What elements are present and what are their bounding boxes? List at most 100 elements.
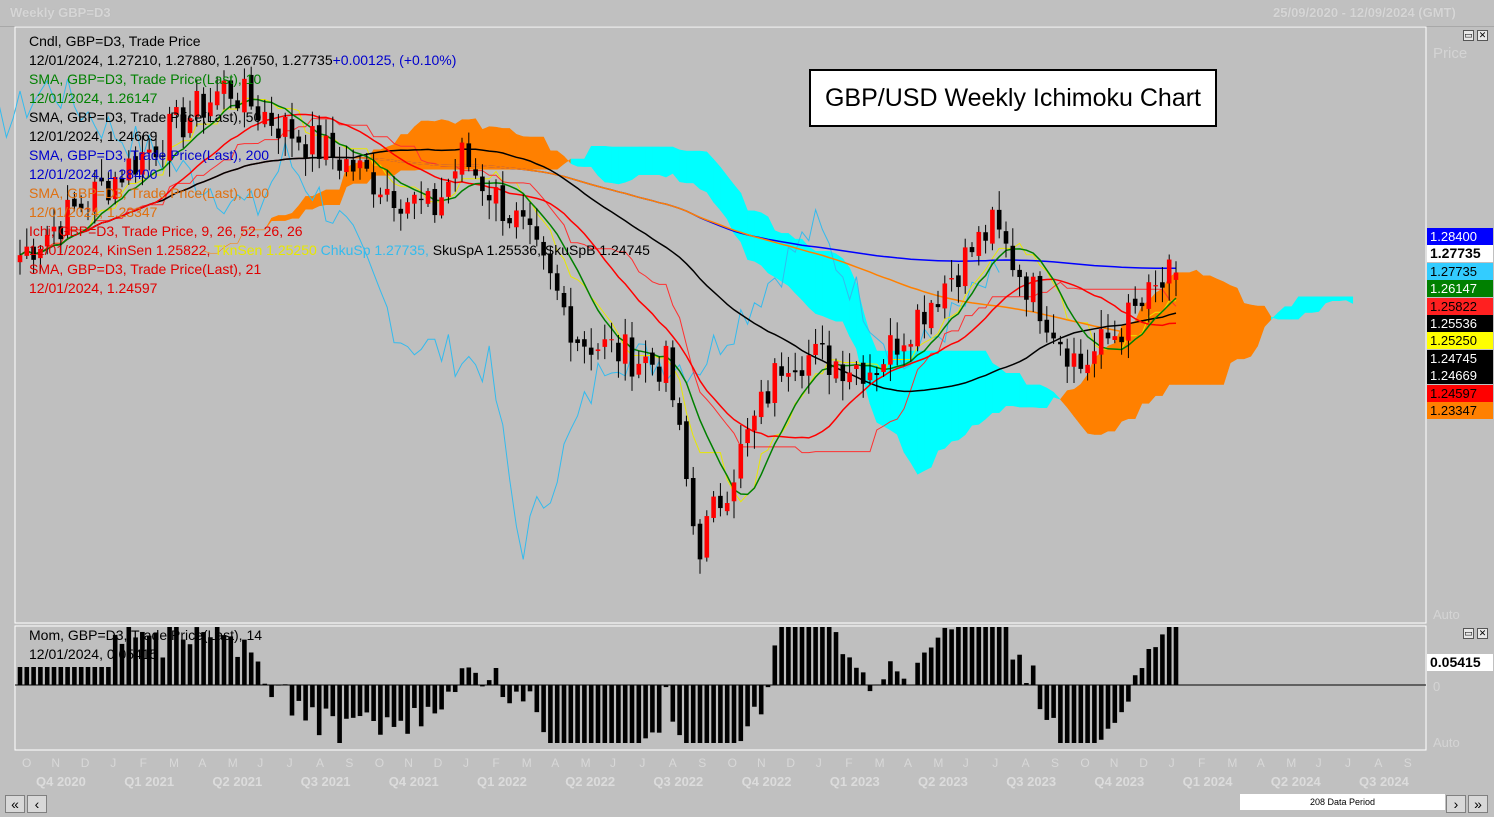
momentum-bar xyxy=(670,685,676,722)
cloud-segment xyxy=(985,349,993,420)
cloud-segment xyxy=(822,251,830,320)
cloud-segment xyxy=(1012,372,1020,408)
candle-body xyxy=(337,159,342,171)
candle-body xyxy=(473,169,478,176)
candle-body xyxy=(901,345,907,352)
candle-body xyxy=(670,347,676,401)
candle-body xyxy=(888,335,893,365)
momentum-bar xyxy=(452,685,458,693)
cloud-segment xyxy=(332,189,340,205)
month-tick: D xyxy=(786,756,796,770)
cloud-segment xyxy=(1039,384,1048,409)
prev-page-button[interactable]: ‹ xyxy=(27,795,47,813)
candle-body xyxy=(1085,364,1090,374)
candle-body xyxy=(575,339,580,343)
candle-body xyxy=(976,231,982,256)
momentum-bar xyxy=(704,685,710,743)
candle-body xyxy=(1119,336,1124,343)
momentum-bar xyxy=(541,685,546,733)
candle-body xyxy=(1153,285,1158,287)
candle-body xyxy=(452,171,458,179)
momentum-bar xyxy=(806,627,812,685)
momentum-bar xyxy=(153,632,159,685)
candle-body xyxy=(1173,272,1179,280)
candle-body xyxy=(962,247,968,287)
momentum-bar xyxy=(813,627,818,685)
month-tick: A xyxy=(1256,756,1265,770)
mom-scale-auto[interactable]: Auto xyxy=(1433,735,1460,750)
candle-body xyxy=(1132,298,1138,306)
first-page-button[interactable]: « xyxy=(5,795,25,813)
cloud-segment xyxy=(516,133,524,170)
momentum-bar xyxy=(520,685,526,702)
momentum-bar xyxy=(242,639,247,685)
momentum-bar xyxy=(1098,685,1104,740)
momentum-bar xyxy=(112,634,118,685)
momentum-bar xyxy=(1010,659,1016,685)
month-tick: J xyxy=(110,756,117,770)
momentum-histogram xyxy=(17,627,1179,743)
cloud-segment xyxy=(400,134,408,171)
month-tick: J xyxy=(815,756,822,770)
momentum-bar xyxy=(160,657,166,685)
quarter-tick: Q3 2022 xyxy=(653,774,704,789)
momentum-bar xyxy=(398,685,404,721)
candle-body xyxy=(289,119,295,139)
month-tick: O xyxy=(727,756,737,770)
momentum-bar xyxy=(758,685,764,715)
momentum-bar xyxy=(962,627,968,685)
quarter-tick: Q2 2024 xyxy=(1270,774,1321,789)
cloud-segment xyxy=(1304,296,1313,313)
next-page-button[interactable]: › xyxy=(1446,795,1466,813)
legend-sma200-label: SMA, GBP=D3, Trade Price(Last), 200 xyxy=(29,147,270,163)
cloud-segment xyxy=(1155,288,1163,396)
momentum-bar xyxy=(1051,685,1056,718)
momentum-bar xyxy=(364,685,370,713)
momentum-bar xyxy=(1160,634,1165,685)
legend-ichi-tenkan: TknSen 1.25250 xyxy=(214,242,317,258)
cloud-segment xyxy=(665,146,674,178)
candle-body xyxy=(656,366,662,382)
month-tick: M xyxy=(874,756,885,770)
candle-body xyxy=(1064,348,1070,367)
candle-body xyxy=(486,195,492,201)
momentum-bar xyxy=(820,627,825,685)
pane-close-icon[interactable]: ✕ xyxy=(1477,30,1488,41)
cloud-segment xyxy=(482,126,490,170)
price-scale-auto[interactable]: Auto xyxy=(1433,607,1460,622)
candle-body xyxy=(466,143,472,168)
cloud-segment xyxy=(978,350,986,425)
month-tick: F xyxy=(139,756,147,770)
candle-body xyxy=(432,188,438,216)
momentum-bar xyxy=(860,672,866,685)
mom-pane-close-icon[interactable]: ✕ xyxy=(1477,628,1488,639)
cloud-segment xyxy=(325,189,334,205)
pane-restore-icon[interactable]: ▭ xyxy=(1463,30,1474,41)
month-tick: S xyxy=(1403,756,1412,770)
month-tick: N xyxy=(1109,756,1119,770)
momentum-bar xyxy=(874,684,880,685)
momentum-bar xyxy=(371,685,376,721)
candle-body xyxy=(480,176,485,192)
cloud-segment xyxy=(618,146,626,185)
candle-body xyxy=(112,176,118,200)
cloud-segment xyxy=(1332,296,1340,301)
candle-body xyxy=(1098,329,1104,355)
cloud-segment xyxy=(808,246,816,315)
legend-ichi-label: Ichi, GBP=D3, Trade Price, 9, 26, 52, 26… xyxy=(29,223,303,239)
candle-body xyxy=(446,181,451,197)
candle-body xyxy=(704,516,710,558)
candle-body xyxy=(534,226,540,240)
cloud-segment xyxy=(638,146,646,175)
momentum-bar xyxy=(446,685,451,692)
momentum-bar xyxy=(901,678,907,685)
price-scale-box: 1.27735 xyxy=(1427,245,1493,263)
momentum-bar xyxy=(711,685,716,743)
candle-body xyxy=(731,482,737,502)
last-page-button[interactable]: » xyxy=(1468,795,1488,813)
candle-body xyxy=(1058,341,1063,345)
momentum-bar xyxy=(561,685,567,743)
mom-pane-restore-icon[interactable]: ▭ xyxy=(1463,628,1474,639)
month-tick: N xyxy=(757,756,766,770)
month-tick: D xyxy=(1139,756,1148,770)
